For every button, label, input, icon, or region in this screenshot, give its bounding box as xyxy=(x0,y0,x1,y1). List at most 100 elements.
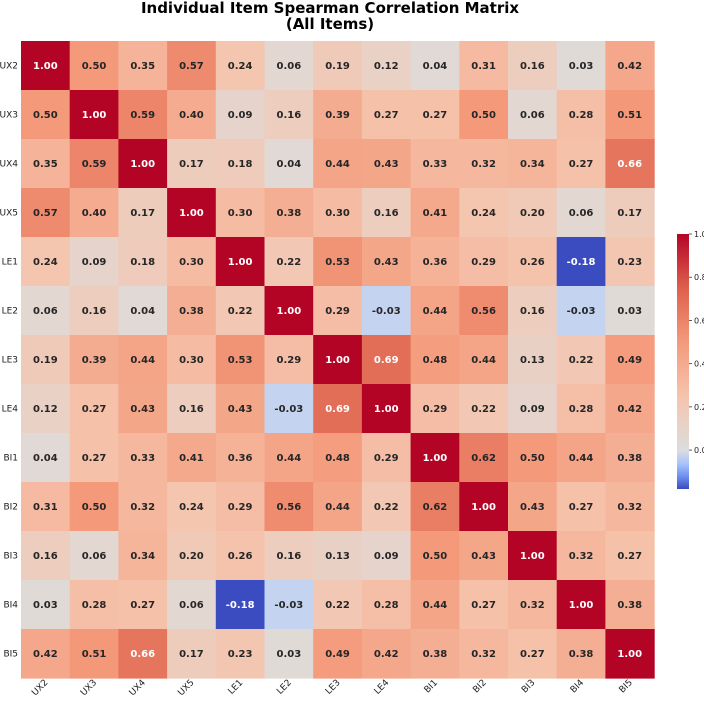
cell-value-label: 0.53 xyxy=(228,355,253,366)
heatmap-cell xyxy=(605,531,655,581)
row-tick-label: LE1 xyxy=(2,258,18,268)
cell-value-label: 1.00 xyxy=(130,159,155,170)
heatmap-cell xyxy=(556,90,606,140)
heatmap-cell xyxy=(215,237,266,287)
heatmap-cell xyxy=(167,237,217,287)
heatmap-cell xyxy=(215,433,266,483)
heatmap-cell xyxy=(410,139,460,189)
cell-value-label: 0.34 xyxy=(520,159,545,170)
cell-value-label: 0.27 xyxy=(617,551,642,562)
heatmap-cell xyxy=(361,286,412,336)
heatmap-cell xyxy=(605,433,655,483)
cell-value-label: 0.56 xyxy=(471,306,496,317)
heatmap-cell xyxy=(21,237,71,287)
cell-value-label: 0.06 xyxy=(179,600,204,611)
cell-value-label: 0.36 xyxy=(423,257,448,268)
cell-value-label: 0.18 xyxy=(228,159,253,170)
cell-value-label: 0.38 xyxy=(423,649,448,660)
heatmap-cell xyxy=(508,433,558,483)
cell-value-label: 1.00 xyxy=(617,649,642,660)
heatmap-cell xyxy=(508,41,558,91)
cell-value-label: 0.13 xyxy=(520,355,545,366)
colorbar-tick-label: 0.8 xyxy=(694,273,704,282)
cell-value-label: 0.04 xyxy=(130,306,155,317)
heatmap-cell xyxy=(313,482,363,532)
cell-value-label: 0.03 xyxy=(33,600,58,611)
heatmap-cell xyxy=(69,335,119,385)
cell-value-label: 0.12 xyxy=(33,404,58,415)
row-tick-label: BI5 xyxy=(3,650,18,660)
heatmap-cell xyxy=(118,433,168,483)
cell-value-label: 0.32 xyxy=(520,600,545,611)
cell-value-label: 0.66 xyxy=(130,649,155,660)
cell-value-label: 0.04 xyxy=(277,159,302,170)
heatmap-cell xyxy=(264,629,314,679)
heatmap-cell xyxy=(459,188,509,238)
heatmap-cell xyxy=(118,335,168,385)
heatmap-cell xyxy=(508,580,558,630)
heatmap-cell xyxy=(69,139,119,189)
cell-value-label: -0.03 xyxy=(567,306,596,317)
heatmap-cell xyxy=(459,41,509,91)
row-tick-label: LE3 xyxy=(2,356,18,366)
row-tick-labels: UX2 UX3 UX4 UX5 LE1 LE2 LE3 LE4 BI1 BI2 BI3 BI4 BI5 xyxy=(0,62,18,660)
heatmap-cell xyxy=(459,237,509,287)
heatmap-cell xyxy=(410,335,460,385)
cell-value-label: 0.16 xyxy=(82,306,107,317)
cell-value-label: 1.00 xyxy=(569,600,594,611)
chart-title: Individual Item Spearman Correlation Mat… xyxy=(141,0,519,17)
heatmap-cell xyxy=(167,286,217,336)
heatmap-cell xyxy=(556,139,606,189)
column-tick-label: BI5 xyxy=(618,678,635,695)
cell-value-label: 0.16 xyxy=(520,306,545,317)
cell-value-label: 0.59 xyxy=(82,159,107,170)
heatmap-cell xyxy=(556,629,606,679)
heatmap-cell xyxy=(264,41,314,91)
colorbar-tick-label: 0.0 xyxy=(694,446,704,455)
cell-value-label: 0.19 xyxy=(33,355,58,366)
column-tick-label: UX4 xyxy=(128,678,148,698)
heatmap-cell xyxy=(313,90,363,140)
cell-value-label: 0.43 xyxy=(520,502,545,513)
colorbar-tick-label: 0.6 xyxy=(694,316,704,325)
cell-value-label: 0.39 xyxy=(325,110,350,121)
cell-value-label: 0.20 xyxy=(179,551,204,562)
heatmap-cell xyxy=(361,531,412,581)
cell-value-label: 0.17 xyxy=(617,208,642,219)
heatmap-cell xyxy=(410,90,460,140)
heatmap-cell xyxy=(361,139,412,189)
heatmap-cell xyxy=(508,188,558,238)
heatmap-cell xyxy=(556,433,606,483)
row-tick-label: UX4 xyxy=(0,160,18,170)
heatmap-cell xyxy=(410,286,460,336)
row-tick-label: UX2 xyxy=(0,62,18,72)
cell-value-label: 0.33 xyxy=(423,159,448,170)
row-tick-label: BI1 xyxy=(3,454,18,464)
cell-value-label: 0.51 xyxy=(82,649,107,660)
heatmap-cell xyxy=(410,580,460,630)
heatmap-cell xyxy=(459,531,509,581)
heatmap-cell xyxy=(556,531,606,581)
heatmap-cell xyxy=(605,286,655,336)
cell-value-label: 0.29 xyxy=(325,306,350,317)
cell-value-label: 1.00 xyxy=(423,453,448,464)
heatmap-cell xyxy=(118,482,168,532)
cell-value-label: 0.69 xyxy=(325,404,350,415)
cell-value-label: 0.35 xyxy=(130,61,155,72)
cell-value-label: 0.62 xyxy=(471,453,496,464)
cell-value-label: 0.40 xyxy=(82,208,107,219)
column-tick-label: LE4 xyxy=(373,678,392,697)
heatmap-cell xyxy=(361,90,412,140)
cell-value-label: 0.22 xyxy=(228,306,253,317)
heatmap-cells: 1.00 0.50 0.35 0.57 0.24 0.06 0.19 0.12 0.04 0.31… xyxy=(21,41,655,679)
heatmap-cell xyxy=(313,237,363,287)
colorbar-tick-label: 0.4 xyxy=(694,360,704,369)
cell-value-label: 0.03 xyxy=(277,649,302,660)
heatmap-cell xyxy=(459,335,509,385)
cell-value-label: 0.50 xyxy=(82,61,107,72)
cell-value-label: 0.27 xyxy=(569,502,594,513)
heatmap-cell xyxy=(215,139,266,189)
cell-value-label: 0.44 xyxy=(130,355,155,366)
cell-value-label: 0.59 xyxy=(130,110,155,121)
cell-value-label: 0.31 xyxy=(33,502,58,513)
